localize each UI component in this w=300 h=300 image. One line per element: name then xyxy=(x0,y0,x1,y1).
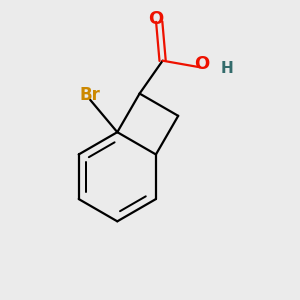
Text: O: O xyxy=(194,55,209,73)
Text: O: O xyxy=(148,10,164,28)
Text: Br: Br xyxy=(80,86,100,104)
Text: H: H xyxy=(221,61,233,76)
